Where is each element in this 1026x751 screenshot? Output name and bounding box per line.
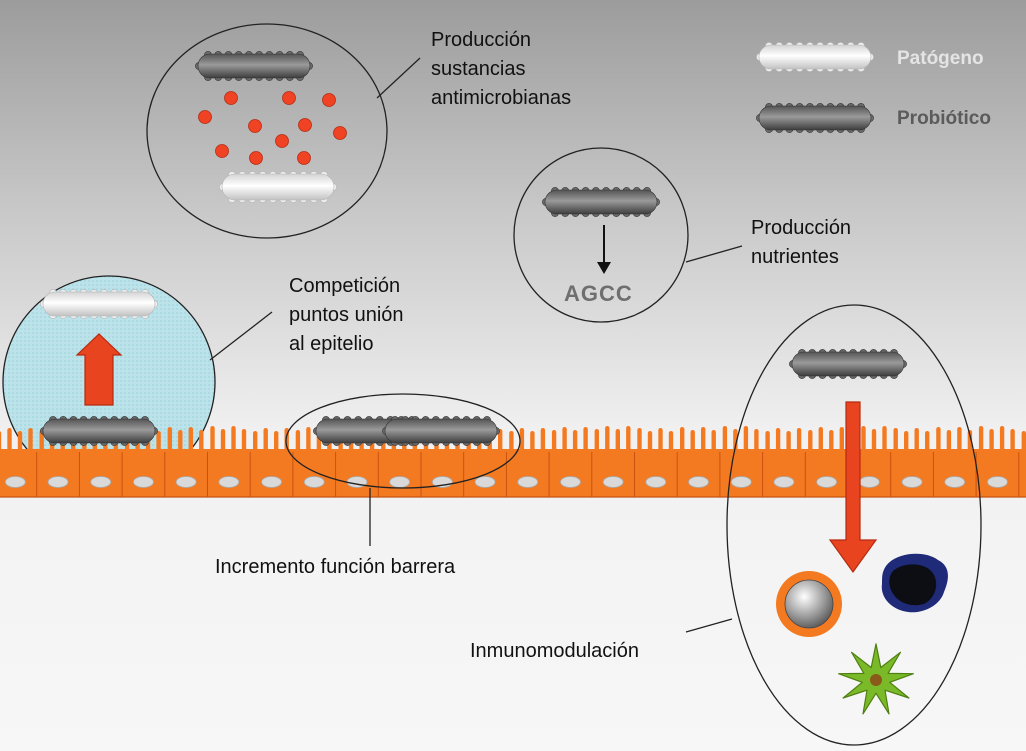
immuno-ellipse [726, 304, 982, 746]
antimicrobial-dot [275, 134, 289, 148]
antimicrobial-dot [297, 151, 311, 165]
label-immuno: Inmunomodulación [470, 640, 639, 662]
legend-pathogen-label: Patógeno [897, 48, 984, 69]
barrier-ellipse [285, 393, 521, 489]
legend-probiotic-icon [756, 103, 874, 133]
antimicrobial-circle [146, 23, 388, 239]
immuno-leader-line [685, 618, 733, 633]
antimicrobial-dot [198, 110, 212, 124]
label-antimicrobial: Producción sustancias antimicrobianas [431, 29, 572, 109]
probiotic-bacterium-competition [40, 416, 158, 446]
competition-up-arrow [75, 333, 123, 406]
label-competition: Competición puntos unión al epitelio [289, 275, 404, 355]
antimicrobial-dot [282, 91, 296, 105]
antimicrobial-dot [322, 93, 336, 107]
dendritic-cell [838, 643, 914, 715]
probiotic-bacterium-antimicrobial [195, 51, 313, 81]
antimicrobial-dot [333, 126, 347, 140]
antimicrobial-dot [224, 91, 238, 105]
competition-leader-line [209, 311, 273, 361]
immuno-down-arrow [828, 401, 878, 574]
label-barrier: Incremento función barrera [215, 556, 456, 578]
antimicrobial-leader-line [376, 57, 421, 99]
pathogen-bacterium-antimicrobial [219, 171, 337, 203]
antimicrobial-dots [198, 91, 347, 165]
probiotic-bacterium-barrier-2 [382, 416, 500, 446]
antimicrobial-dot [215, 144, 229, 158]
label-agcc: AGCC [564, 281, 633, 306]
macrophage-cell [776, 571, 842, 637]
pathogen-bacterium-competition [40, 289, 158, 319]
legend-probiotic-label: Probiótico [897, 108, 991, 129]
nutrients-circle [513, 147, 689, 323]
nutrients-leader-line [685, 245, 743, 263]
legend-pathogen-icon [756, 42, 874, 72]
antimicrobial-dot [248, 119, 262, 133]
label-nutrients: Producción nutrientes [751, 217, 852, 268]
antimicrobial-dot [249, 151, 263, 165]
agcc-arrow-head [597, 262, 611, 274]
antimicrobial-dot [298, 118, 312, 132]
probiotic-bacterium-immuno [789, 349, 907, 379]
lymphocyte-cell [881, 553, 948, 613]
probiotic-bacterium-nutrients [542, 187, 660, 217]
bacteria-group [40, 42, 907, 446]
